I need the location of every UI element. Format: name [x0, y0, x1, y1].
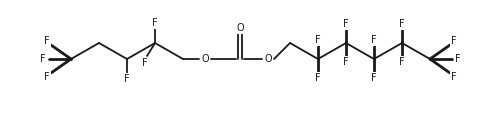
Text: F: F	[451, 72, 457, 82]
Text: O: O	[264, 54, 272, 64]
Text: F: F	[44, 72, 50, 82]
Text: F: F	[343, 57, 349, 67]
Text: F: F	[124, 74, 130, 84]
Text: F: F	[343, 19, 349, 29]
Text: F: F	[142, 58, 148, 68]
Text: F: F	[451, 36, 457, 46]
Text: F: F	[315, 35, 321, 45]
Text: F: F	[399, 19, 405, 29]
Text: F: F	[44, 36, 50, 46]
Text: F: F	[371, 73, 377, 83]
Text: F: F	[152, 18, 158, 28]
Text: O: O	[201, 54, 209, 64]
Text: F: F	[399, 57, 405, 67]
Text: F: F	[371, 35, 377, 45]
Text: F: F	[455, 54, 461, 64]
Text: F: F	[315, 73, 321, 83]
Text: F: F	[40, 54, 46, 64]
Text: O: O	[236, 23, 244, 33]
